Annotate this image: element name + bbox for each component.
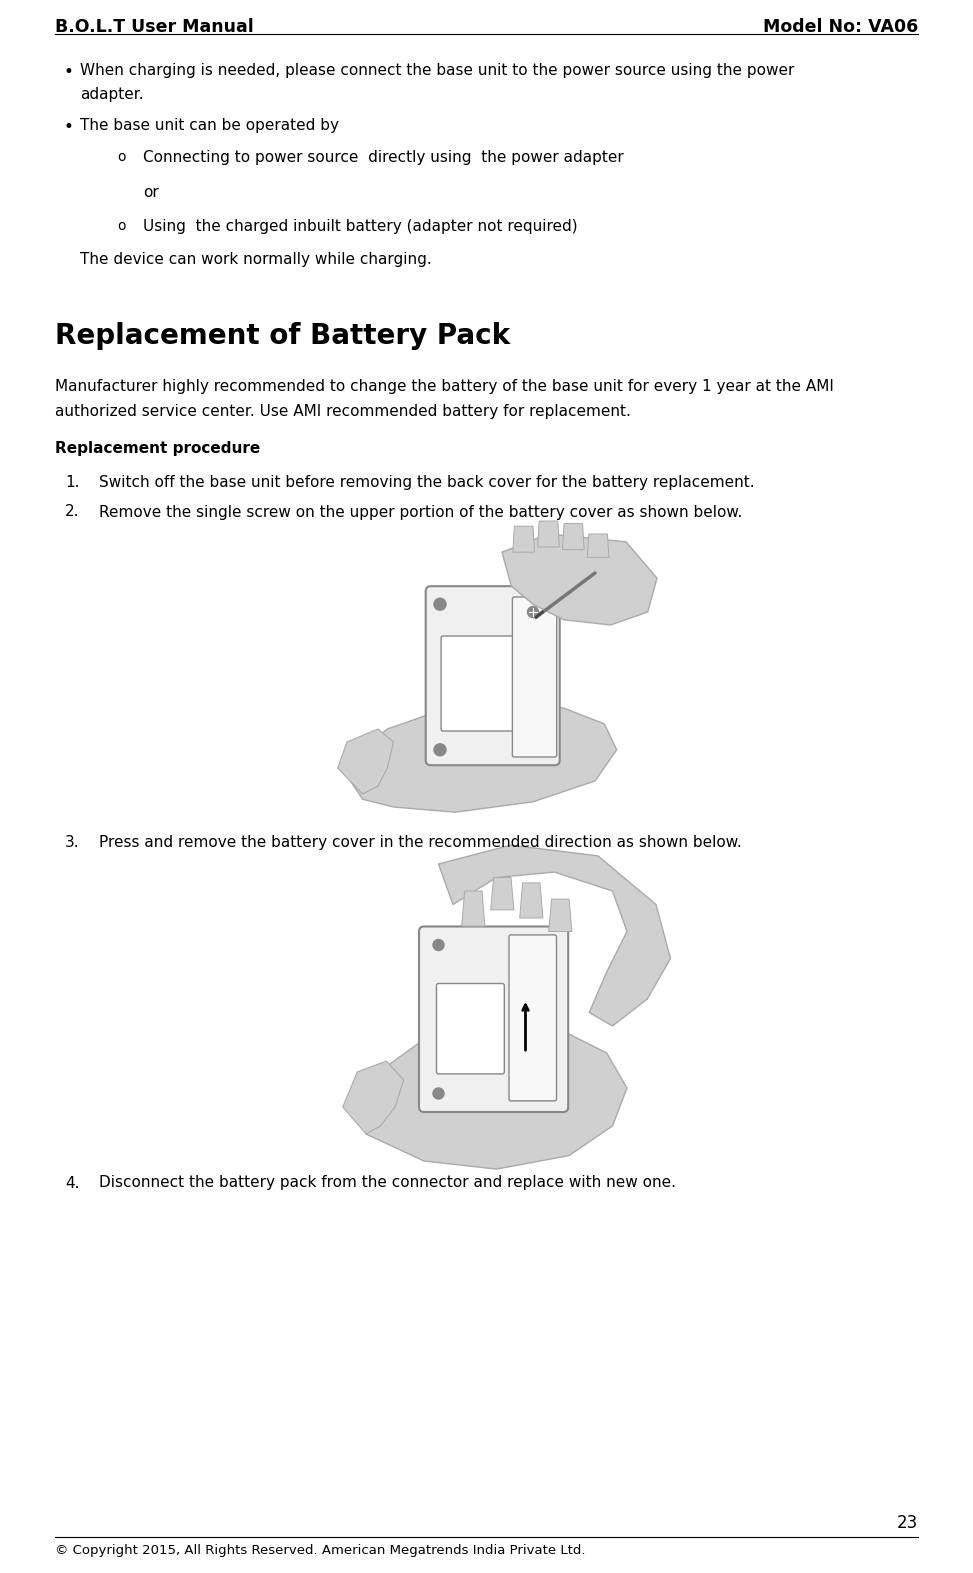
Text: Connecting to power source  directly using  the power adapter: Connecting to power source directly usin… (143, 151, 624, 165)
Text: Switch off the base unit before removing the back cover for the battery replacem: Switch off the base unit before removing… (99, 475, 755, 491)
Polygon shape (549, 900, 572, 931)
Text: 23: 23 (897, 1513, 918, 1532)
Text: The device can work normally while charging.: The device can work normally while charg… (80, 252, 432, 267)
Text: adapter.: adapter. (80, 88, 144, 102)
Text: o: o (117, 151, 126, 165)
Text: Replacement of Battery Pack: Replacement of Battery Pack (55, 321, 510, 349)
Circle shape (527, 607, 538, 618)
Polygon shape (366, 1026, 627, 1169)
Circle shape (536, 744, 549, 755)
Text: Press and remove the battery cover in the recommended direction as shown below.: Press and remove the battery cover in th… (99, 835, 741, 849)
Polygon shape (538, 521, 559, 547)
Text: Model No: VA06: Model No: VA06 (763, 17, 918, 36)
Text: 4.: 4. (65, 1175, 80, 1191)
FancyBboxPatch shape (509, 934, 557, 1101)
Text: 1.: 1. (65, 475, 80, 491)
Polygon shape (439, 845, 670, 1026)
Circle shape (433, 939, 444, 950)
Text: o: o (117, 220, 126, 233)
Circle shape (543, 939, 555, 950)
Polygon shape (338, 728, 393, 794)
Polygon shape (520, 882, 543, 919)
Polygon shape (342, 1062, 404, 1134)
Circle shape (543, 1089, 555, 1100)
FancyBboxPatch shape (426, 587, 559, 764)
Polygon shape (347, 703, 617, 812)
Circle shape (433, 1089, 444, 1100)
Text: 2.: 2. (65, 505, 80, 519)
FancyBboxPatch shape (513, 598, 557, 757)
Text: Replacement procedure: Replacement procedure (55, 440, 260, 456)
Polygon shape (513, 527, 534, 552)
Text: 3.: 3. (65, 835, 80, 849)
Text: Manufacturer highly recommended to change the battery of the base unit for every: Manufacturer highly recommended to chang… (55, 379, 834, 395)
Text: •: • (63, 118, 73, 135)
Text: •: • (63, 63, 73, 80)
Polygon shape (490, 878, 514, 909)
Text: Disconnect the battery pack from the connector and replace with new one.: Disconnect the battery pack from the con… (99, 1175, 676, 1191)
FancyBboxPatch shape (437, 983, 504, 1074)
Polygon shape (462, 890, 485, 926)
Circle shape (434, 744, 446, 755)
Polygon shape (562, 524, 584, 549)
Polygon shape (502, 533, 657, 624)
Polygon shape (588, 533, 609, 557)
Text: B.O.L.T User Manual: B.O.L.T User Manual (55, 17, 254, 36)
Text: When charging is needed, please connect the base unit to the power source using : When charging is needed, please connect … (80, 63, 794, 79)
Circle shape (434, 598, 446, 610)
FancyBboxPatch shape (419, 926, 568, 1112)
Text: authorized service center. Use AMI recommended battery for replacement.: authorized service center. Use AMI recom… (55, 404, 631, 418)
FancyBboxPatch shape (441, 635, 514, 731)
Text: or: or (143, 186, 159, 200)
Text: Using  the charged inbuilt battery (adapter not required): Using the charged inbuilt battery (adapt… (143, 220, 578, 234)
Text: Remove the single screw on the upper portion of the battery cover as shown below: Remove the single screw on the upper por… (99, 505, 742, 519)
Circle shape (536, 598, 549, 610)
Text: The base unit can be operated by: The base unit can be operated by (80, 118, 339, 134)
Text: © Copyright 2015, All Rights Reserved. American Megatrends India Private Ltd.: © Copyright 2015, All Rights Reserved. A… (55, 1545, 586, 1557)
